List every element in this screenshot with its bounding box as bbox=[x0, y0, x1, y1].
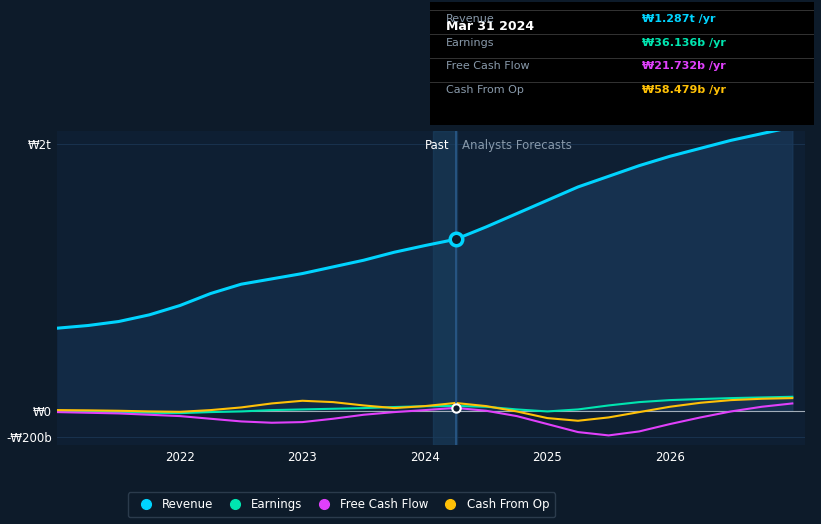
Text: ₩36.136b /yr: ₩36.136b /yr bbox=[641, 38, 726, 48]
Text: Past: Past bbox=[424, 139, 449, 152]
Text: Cash From Op: Cash From Op bbox=[446, 85, 524, 95]
Text: ₩21.732b /yr: ₩21.732b /yr bbox=[641, 61, 725, 71]
Legend: Revenue, Earnings, Free Cash Flow, Cash From Op: Revenue, Earnings, Free Cash Flow, Cash … bbox=[128, 492, 555, 517]
Text: Earnings: Earnings bbox=[446, 38, 494, 48]
Text: ₩58.479b /yr: ₩58.479b /yr bbox=[641, 85, 726, 95]
Bar bbox=[433, 131, 456, 445]
Text: Analysts Forecasts: Analysts Forecasts bbox=[461, 139, 571, 152]
Text: Revenue: Revenue bbox=[446, 14, 494, 24]
Text: Free Cash Flow: Free Cash Flow bbox=[446, 61, 530, 71]
Text: ₩1.287t /yr: ₩1.287t /yr bbox=[641, 14, 715, 24]
Text: Mar 31 2024: Mar 31 2024 bbox=[446, 20, 534, 33]
